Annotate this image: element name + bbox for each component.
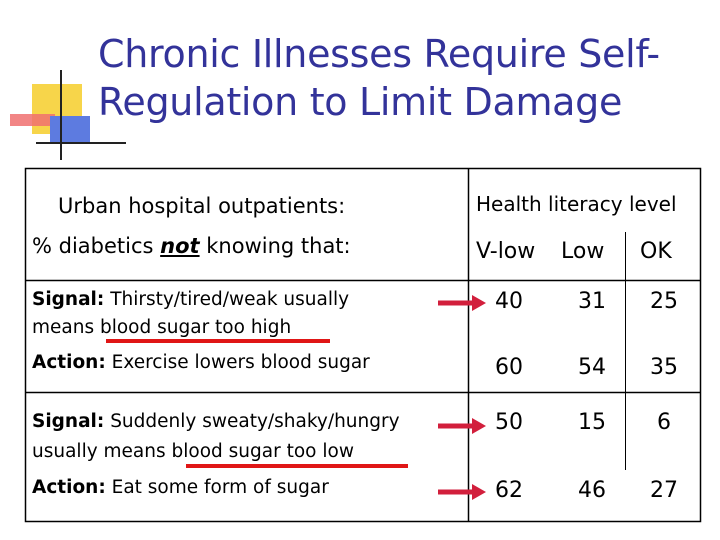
row-label-bold: Action: [32,477,106,498]
row-label-bold: Signal: [32,289,105,310]
column-header-v-low: V-low [476,239,536,264]
deco-horizontal-line [36,142,126,144]
value-cell: 15 [578,410,606,435]
row-label-text: Eat some form of sugar [105,477,329,498]
slide-title: Chronic Illnesses Require Self- Regulati… [98,30,708,126]
column-header-low: Low [561,239,605,264]
red-underline [186,464,408,468]
column-header-ok: OK [640,239,672,264]
deco-red-bar [10,114,55,126]
row-label: Action: Eat some form of sugar [32,476,329,500]
arrow-icon [438,484,486,500]
header-left-line2-pre: % diabetics [32,234,161,258]
value-cell: 50 [495,410,523,435]
arrow-icon [438,295,486,311]
value-cell: 31 [578,289,606,314]
row-label-text: Thirsty/tired/weak usually [104,289,350,310]
deco-blue-square [50,116,90,142]
row-label: Action: Exercise lowers blood sugar [32,351,370,375]
row-label-text: Suddenly sweaty/shaky/hungry [104,411,400,432]
row-label: Signal: Thirsty/tired/weak usually [32,288,349,312]
slide-title-line2: Regulation to Limit Damage [98,80,623,124]
row-label-text: Exercise lowers blood sugar [105,352,370,373]
row-label-bold: Action: [32,352,106,373]
row-label: Signal: Suddenly sweaty/shaky/hungry [32,410,400,434]
value-cell: 6 [657,410,671,435]
value-cell: 54 [578,355,606,380]
value-cell: 62 [495,478,523,503]
header-left-line2: % diabetics not knowing that: [32,233,351,259]
value-cell: 40 [495,289,523,314]
arrow-icon [438,418,486,434]
value-cell: 27 [650,478,678,503]
row-label-line2: means blood sugar too high [32,317,292,338]
value-cell: 60 [495,355,523,380]
value-cell: 25 [650,289,678,314]
header-right-title: Health literacy level [476,192,677,216]
slide-title-line1: Chronic Illnesses Require Self- [98,32,660,76]
header-left-line1: Urban hospital outpatients: [58,194,346,218]
header-left-emph: not [160,234,200,258]
red-underline [106,339,330,343]
row-label-bold: Signal: [32,411,105,432]
value-cell: 46 [578,478,606,503]
deco-vertical-line [60,70,62,160]
value-cell: 35 [650,355,678,380]
header-left-line2-post: knowing that: [199,234,351,258]
row-label-line2: usually means blood sugar too low [32,441,354,462]
